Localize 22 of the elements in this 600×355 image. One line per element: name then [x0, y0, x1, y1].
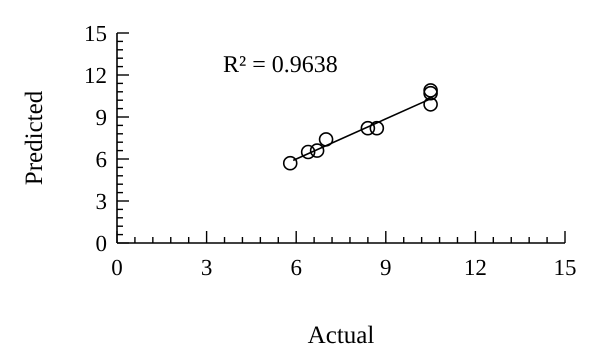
x-axis-title: Actual	[308, 322, 374, 349]
point	[300, 144, 316, 160]
x-tick-label: 3	[200, 255, 212, 280]
y-axis-title: Predicted	[21, 90, 48, 186]
point	[370, 120, 384, 136]
y-tick-label: 15	[84, 21, 107, 46]
y-tick-label: 12	[84, 63, 107, 88]
point	[282, 156, 298, 170]
x-tick-label: 12	[464, 255, 487, 280]
y-tick-label: 3	[96, 189, 107, 214]
point	[423, 97, 438, 112]
x-tick-label: 0	[111, 255, 123, 280]
x-tick-label: 9	[380, 255, 392, 280]
x-tick-label: 15	[554, 255, 576, 280]
x-tick-label: 6	[290, 255, 302, 280]
point	[318, 132, 334, 147]
annotation: R² = 0.9638	[223, 52, 338, 78]
y-tick-label: 6	[96, 147, 107, 172]
y-tick-label: 9	[96, 105, 107, 130]
point	[360, 120, 376, 136]
y-tick-label: 0	[96, 231, 107, 256]
point	[310, 143, 324, 158]
